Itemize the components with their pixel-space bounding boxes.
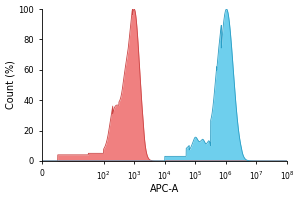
Y-axis label: Count (%): Count (%) bbox=[6, 61, 16, 109]
X-axis label: APC-A: APC-A bbox=[150, 184, 179, 194]
